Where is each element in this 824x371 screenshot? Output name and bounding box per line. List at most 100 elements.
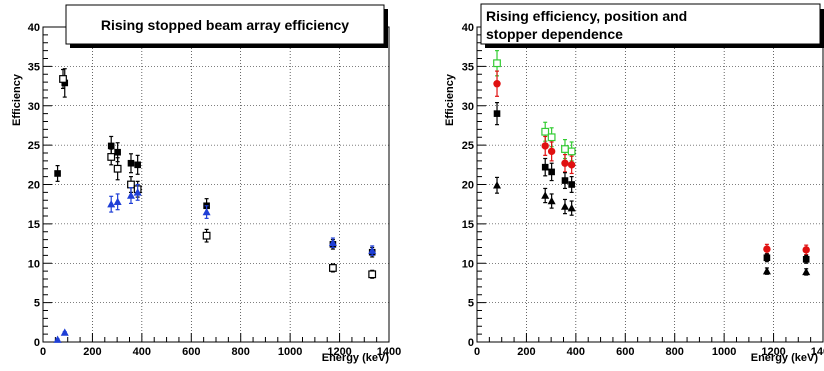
left-y-tick-label: 20	[28, 180, 40, 192]
left-data-point-open-square	[59, 75, 67, 83]
right-x-tick-label: 1000	[712, 346, 736, 358]
right-data-point-filled-square	[548, 168, 555, 176]
right-data-point-filled-circle	[802, 246, 810, 254]
left-y-tick-label: 35	[28, 61, 40, 73]
right-grid	[477, 27, 823, 342]
right-data-point-filled-triangle	[541, 191, 550, 199]
left-data-point-open-square	[107, 153, 116, 161]
right-data-point-filled-circle	[567, 161, 576, 169]
right-y-tick-label: 25	[462, 140, 474, 152]
left-data-point-open-square	[127, 180, 135, 189]
left-data-point-filled-triangle	[53, 335, 62, 343]
right-x-tick-label: 200	[517, 346, 535, 358]
right-y-tick-label: 20	[462, 180, 474, 192]
right-data-point-open-square	[547, 133, 556, 142]
right-data-point-filled-circle	[561, 159, 569, 167]
left-x-tick-label: 0	[40, 346, 46, 358]
left-title-box: Rising stopped beam array efficiency	[65, 4, 388, 48]
right-y-axis-label: Efficiency	[444, 73, 456, 126]
right-x-tick-label: 1400	[811, 346, 824, 358]
right-data-point-filled-square	[568, 181, 575, 188]
left-data-point-filled-square	[127, 159, 135, 167]
right-x-tick-label: 0	[474, 346, 480, 358]
right-title-box: Rising efficiency, position and stopper …	[480, 3, 824, 48]
right-data-point-filled-square	[561, 177, 569, 184]
left-data-point-filled-triangle	[328, 238, 337, 246]
right-x-tick-label: 400	[567, 346, 585, 358]
right-y-tick-label: 30	[462, 101, 474, 113]
left-data-point-open-square	[368, 270, 377, 279]
left-data-point-filled-triangle	[60, 328, 69, 336]
right-x-axis-label: Energy (keV)	[751, 352, 819, 364]
right-y-tick-label: 0	[468, 337, 474, 349]
left-y-tick-label: 5	[34, 298, 40, 310]
right-data-point-filled-square	[802, 256, 810, 263]
left-data-point-filled-square	[54, 170, 61, 177]
right-data-point-filled-triangle	[802, 267, 811, 276]
left-data-point-filled-triangle	[107, 199, 116, 208]
right-y-tick-label: 10	[462, 258, 474, 270]
left-x-tick-label: 600	[182, 346, 200, 358]
right-y-tick-label: 15	[462, 219, 474, 231]
right-chart-panel: 0510152025303540020040060080010001200140…	[444, 3, 824, 364]
left-y-tick-label: 40	[28, 22, 40, 34]
left-y-axis-label: Efficiency	[11, 73, 23, 126]
left-x-tick-label: 1200	[327, 346, 351, 358]
left-x-tick-label: 1400	[377, 346, 401, 358]
left-data-point-filled-triangle	[202, 207, 211, 216]
right-data-point-filled-triangle	[560, 202, 569, 210]
left-y-tick-label: 0	[34, 337, 40, 349]
right-chart-title-line-1: Rising efficiency, position and	[486, 8, 687, 24]
right-data-marks	[493, 50, 811, 276]
right-data-point-open-square	[541, 127, 550, 136]
left-data-point-open-square	[328, 264, 337, 272]
right-data-point-filled-triangle	[567, 203, 576, 212]
right-data-point-filled-triangle	[762, 266, 771, 275]
right-data-point-filled-square	[541, 163, 549, 171]
right-data-point-filled-circle	[763, 245, 771, 253]
left-x-tick-label: 400	[133, 346, 151, 358]
left-data-point-filled-triangle	[113, 197, 122, 206]
right-data-point-filled-circle	[493, 80, 501, 88]
left-data-point-filled-square	[107, 142, 115, 150]
left-data-point-open-square	[113, 164, 122, 173]
right-data-point-filled-circle	[547, 147, 556, 156]
right-chart-title-line-2: stopper dependence	[486, 26, 623, 42]
left-x-tick-label: 1000	[278, 346, 302, 358]
left-chart-title: Rising stopped beam array efficiency	[101, 17, 349, 33]
left-x-axis-label: Energy (keV)	[322, 352, 390, 364]
left-data-point-filled-square	[61, 79, 69, 87]
right-y-tick-label: 40	[462, 22, 474, 34]
right-y-tick-label: 35	[462, 61, 474, 73]
left-data-point-filled-triangle	[368, 246, 377, 254]
right-data-point-filled-square	[493, 110, 501, 117]
left-x-tick-label: 200	[83, 346, 101, 358]
right-data-point-filled-triangle	[547, 196, 556, 205]
right-data-point-open-square	[493, 59, 501, 68]
left-data-point-open-square	[202, 231, 211, 240]
right-x-tick-label: 1200	[761, 346, 785, 358]
right-y-tick-label: 5	[468, 298, 474, 310]
right-title-frame	[480, 3, 821, 45]
right-data-point-filled-circle	[541, 142, 549, 150]
right-x-tick-label: 800	[666, 346, 684, 358]
left-data-point-filled-square	[114, 148, 121, 156]
right-x-tick-label: 600	[616, 346, 634, 358]
left-y-tick-label: 25	[28, 140, 40, 152]
left-data-marks	[53, 68, 377, 343]
left-y-tick-label: 30	[28, 101, 40, 113]
left-y-tick-label: 15	[28, 219, 40, 231]
left-data-point-filled-triangle	[126, 191, 135, 199]
right-data-point-open-square	[561, 145, 569, 153]
left-y-tick-label: 10	[28, 258, 40, 270]
left-title-frame	[65, 4, 385, 45]
left-data-point-filled-square	[134, 161, 141, 169]
right-axes: 0510152025303540020040060080010001200140…	[462, 22, 824, 358]
left-grid	[43, 27, 389, 342]
left-x-tick-label: 800	[232, 346, 250, 358]
left-data-point-filled-triangle	[133, 188, 142, 196]
